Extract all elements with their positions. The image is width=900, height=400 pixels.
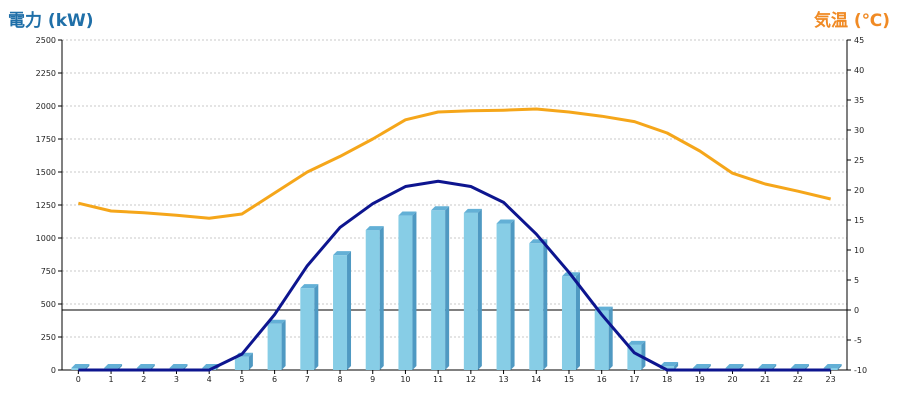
- y-tick-label: 1000: [36, 234, 56, 243]
- x-tick-label: 1: [109, 375, 114, 384]
- y-tick-label: 250: [41, 333, 56, 342]
- y2-tick-label: 45: [854, 36, 864, 45]
- y-tick-label: 750: [41, 267, 56, 276]
- x-tick-label: 22: [793, 375, 803, 384]
- y2-tick-label: 25: [854, 156, 864, 165]
- x-tick-label: 16: [597, 375, 607, 384]
- bar: [365, 226, 384, 370]
- y-tick-label: 2000: [36, 102, 56, 111]
- bar: [660, 362, 679, 370]
- y2-tick-label: -5: [854, 336, 862, 345]
- x-tick-label: 11: [433, 375, 443, 384]
- power-line: [78, 179, 831, 372]
- y2-tick-label: 15: [854, 216, 864, 225]
- y-tick-label: 2250: [36, 69, 56, 78]
- x-tick-label: 5: [239, 375, 244, 384]
- bar: [333, 251, 352, 370]
- bar: [496, 219, 515, 370]
- x-tick-label: 21: [760, 375, 770, 384]
- x-tick-label: 7: [305, 375, 310, 384]
- x-tick-label: 23: [826, 375, 836, 384]
- y2-tick-label: -10: [854, 366, 867, 375]
- x-tick-label: 15: [564, 375, 574, 384]
- x-tick-label: 18: [662, 375, 672, 384]
- left-axis-title: 電力 (kW): [8, 11, 94, 31]
- y2-tick-label: 30: [854, 126, 864, 135]
- x-tick-label: 6: [272, 375, 277, 384]
- x-tick-label: 17: [629, 375, 639, 384]
- bar: [398, 211, 417, 370]
- x-tick-label: 3: [174, 375, 179, 384]
- y2-tick-label: 0: [854, 306, 859, 315]
- y-tick-label: 1750: [36, 135, 56, 144]
- y-tick-label: 0: [51, 366, 56, 375]
- bar: [300, 284, 319, 370]
- y2-tick-label: 5: [854, 276, 859, 285]
- x-tick-label: 13: [498, 375, 508, 384]
- y-tick-label: 2500: [36, 36, 56, 45]
- x-tick-label: 14: [531, 375, 541, 384]
- y2-tick-label: 35: [854, 96, 864, 105]
- temperature-line: [78, 107, 831, 220]
- x-tick-label: 19: [695, 375, 705, 384]
- bar: [627, 340, 646, 370]
- bar: [463, 208, 482, 370]
- x-tick-label: 0: [76, 375, 81, 384]
- bar: [267, 319, 286, 370]
- bar: [561, 272, 580, 370]
- y2-tick-label: 20: [854, 186, 864, 195]
- x-tick-label: 4: [207, 375, 212, 384]
- x-tick-label: 9: [370, 375, 375, 384]
- x-tick-label: 12: [466, 375, 476, 384]
- x-tick-label: 20: [727, 375, 737, 384]
- y2-tick-label: 40: [854, 66, 864, 75]
- bar: [431, 206, 450, 370]
- y-tick-label: 1500: [36, 168, 56, 177]
- y-tick-label: 500: [41, 300, 56, 309]
- x-tick-label: 10: [400, 375, 410, 384]
- x-tick-label: 2: [141, 375, 146, 384]
- y2-tick-label: 10: [854, 246, 864, 255]
- y-tick-label: 1250: [36, 201, 56, 210]
- bar: [529, 239, 548, 370]
- right-axis-title: 気温 (℃): [813, 11, 890, 31]
- x-tick-label: 8: [337, 375, 342, 384]
